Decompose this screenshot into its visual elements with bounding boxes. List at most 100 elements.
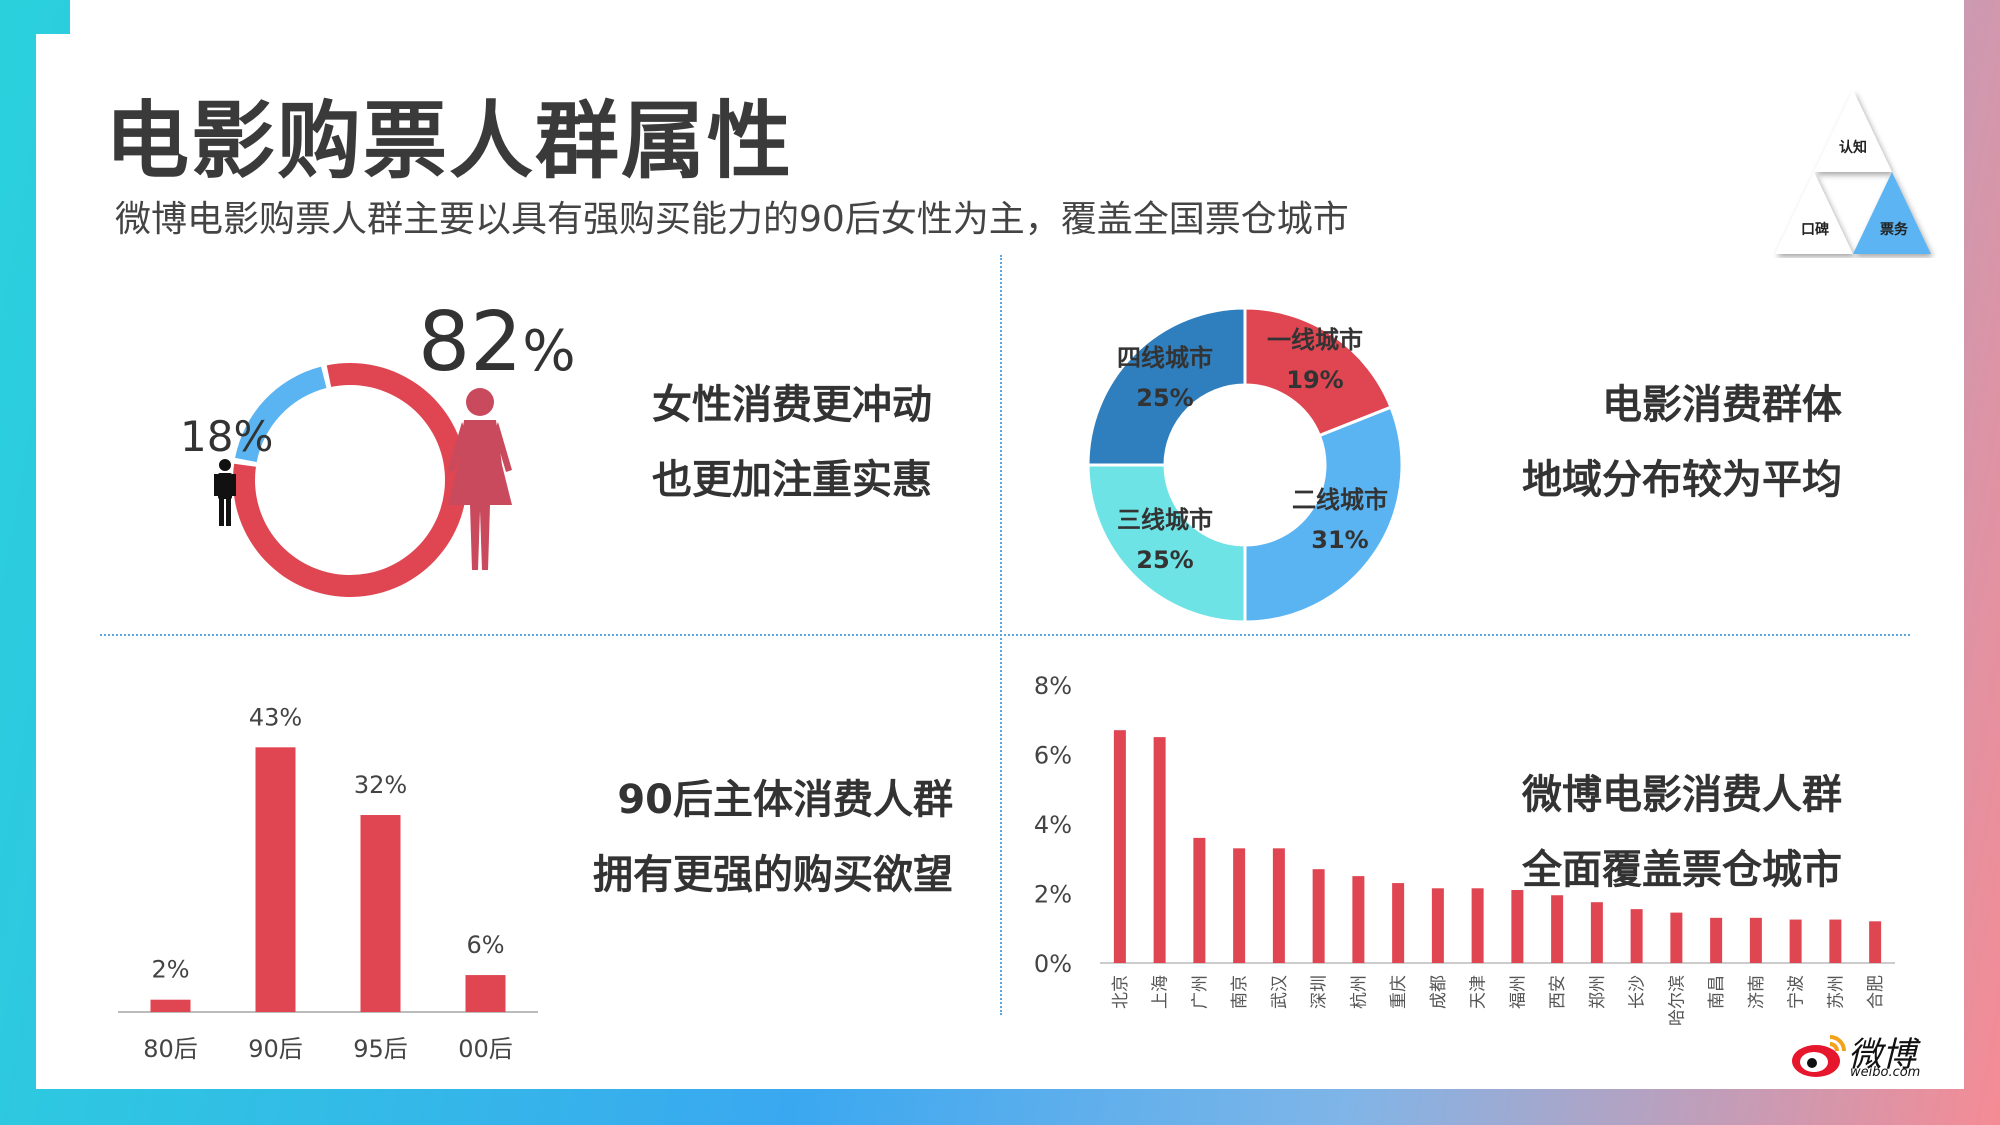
city-bar-9	[1431, 888, 1444, 963]
male-percent: 18%	[180, 412, 273, 461]
age-bar-label-4: 6%	[466, 931, 504, 959]
female-percent: 82%	[418, 295, 576, 390]
age-bar-label-1: 2%	[151, 956, 189, 984]
weibo-logo-url: weibo.com	[1850, 1065, 1921, 1080]
gender-ring-chart: 82% 18%	[180, 295, 576, 597]
city-ytick-0: 0%	[1034, 950, 1072, 978]
age-note-line2: 拥有更强的购买欲望	[593, 852, 953, 898]
city-bar-1	[1113, 730, 1126, 963]
city-bar-11	[1511, 890, 1524, 963]
city-bar-6	[1312, 869, 1325, 963]
nav-label-top: 认知	[1839, 139, 1867, 156]
city-ytick-2: 4%	[1034, 811, 1072, 839]
gender-note-line1: 女性消费更冲动	[652, 382, 932, 428]
city-bar-3	[1193, 837, 1206, 963]
city-category-6: 深圳	[1310, 975, 1330, 1009]
tier-slice-3	[1086, 463, 1247, 624]
city-ytick-1: 2%	[1034, 881, 1072, 909]
city-tier-donut: 一线城市 19% 二线城市 31% 三线城市 25% 四线城市 25%	[1086, 306, 1404, 624]
city-bar-7	[1352, 876, 1365, 963]
city-category-19: 苏州	[1826, 975, 1846, 1009]
nav-tri-top[interactable]	[1814, 90, 1892, 172]
city-ytick-4: 8%	[1034, 672, 1072, 700]
tier-label-value-4: 25%	[1136, 384, 1193, 412]
nav-tri-left[interactable]	[1775, 172, 1853, 254]
nav-label-right: 票务	[1880, 221, 1909, 238]
city-category-11: 福州	[1508, 975, 1528, 1009]
female-percent-unit: %	[522, 319, 575, 384]
city-bar-17	[1749, 917, 1762, 963]
nav-tri-right[interactable]	[1853, 172, 1931, 254]
weibo-logo: 微博 weibo.com	[1790, 1027, 1940, 1081]
age-bar-label-3: 32%	[354, 771, 407, 799]
age-bar-chart: 2% 80后 43% 90后 32% 95后 6% 00后	[118, 703, 538, 1063]
slide-top-strip	[70, 0, 1964, 34]
city-bar-15	[1670, 912, 1683, 963]
age-note-line1: 90后主体消费人群	[617, 777, 953, 823]
age-bar-4	[465, 975, 506, 1012]
city-category-12: 西安	[1548, 975, 1568, 1009]
tier-label-value-2: 31%	[1311, 526, 1368, 554]
city-category-14: 长沙	[1628, 975, 1648, 1009]
city-bar-20	[1869, 921, 1882, 963]
city-category-15: 哈尔滨	[1667, 975, 1687, 1026]
divider-horizontal	[100, 634, 1910, 636]
city-bar-5	[1272, 848, 1285, 963]
city-bar-2	[1153, 737, 1166, 963]
female-icon	[448, 388, 512, 570]
tier-label-name-4: 四线城市	[1117, 344, 1213, 372]
age-bar-label-2: 43%	[249, 703, 302, 731]
tier-slice-2	[1243, 405, 1404, 624]
city-category-1: 北京	[1111, 975, 1131, 1009]
city-category-2: 上海	[1151, 975, 1171, 1009]
city-note-line2: 全面覆盖票仓城市	[1522, 847, 1842, 893]
weibo-eye-icon	[1792, 1035, 1846, 1077]
age-category-4: 00后	[458, 1035, 513, 1063]
city-bar-18	[1789, 919, 1802, 963]
tier-note-line1: 电影消费群体	[1602, 382, 1842, 428]
age-category-3: 95后	[353, 1035, 408, 1063]
tier-label-name-1: 一线城市	[1267, 326, 1363, 354]
city-category-3: 广州	[1190, 975, 1210, 1009]
city-bar-8	[1392, 883, 1405, 963]
city-bar-13	[1590, 902, 1603, 963]
age-bar-2	[255, 747, 296, 1012]
city-category-13: 郑州	[1588, 975, 1608, 1009]
tier-label-value-1: 19%	[1286, 366, 1343, 394]
tier-note-line2: 地域分布较为平均	[1522, 457, 1842, 503]
city-tier-labels: 一线城市 19% 二线城市 31% 三线城市 25% 四线城市 25%	[1117, 326, 1388, 574]
city-bar-12	[1551, 895, 1564, 963]
nav-triangle: 认知 口碑 票务	[1775, 90, 1931, 254]
city-category-20: 合肥	[1866, 975, 1886, 1009]
age-category-2: 90后	[248, 1035, 303, 1063]
weibo-logo-text: 微博	[1848, 1035, 1916, 1075]
city-category-18: 宁波	[1787, 975, 1807, 1009]
age-category-1: 80后	[143, 1035, 198, 1063]
page-title: 电影购票人群属性	[105, 92, 794, 190]
city-bar-19	[1829, 919, 1842, 963]
city-category-4: 南京	[1230, 975, 1250, 1009]
city-bar-14	[1630, 909, 1643, 963]
city-bar-4	[1233, 848, 1246, 963]
city-category-10: 天津	[1469, 975, 1489, 1009]
age-bar-3	[360, 815, 401, 1012]
gender-ring	[233, 363, 468, 597]
tier-slice-1	[1243, 306, 1393, 438]
city-category-9: 成都	[1429, 975, 1449, 1009]
female-percent-value: 82	[418, 295, 522, 390]
city-ytick-3: 6%	[1034, 742, 1072, 770]
city-category-17: 济南	[1747, 975, 1767, 1009]
male-icon	[214, 459, 236, 526]
gender-note-line2: 也更加注重实惠	[652, 457, 932, 503]
city-category-8: 重庆	[1389, 975, 1409, 1009]
city-tier-ring	[1086, 306, 1404, 624]
tier-label-name-3: 三线城市	[1117, 506, 1213, 534]
city-bar-chart: 0% 2% 4% 6% 8% 北京 上海 广州 南京 武汉 深圳 杭州 重庆 成都 天津 福州 西安 郑州 长沙 哈尔…	[1034, 672, 1895, 1026]
gender-slice-male	[235, 366, 327, 463]
city-bar-16	[1710, 917, 1723, 963]
tier-label-name-2: 二线城市	[1292, 486, 1388, 514]
nav-label-left: 口碑	[1801, 221, 1829, 238]
tier-label-value-3: 25%	[1136, 546, 1193, 574]
city-bar-10	[1471, 888, 1484, 963]
page-subtitle: 微博电影购票人群主要以具有强购买能力的90后女性为主，覆盖全国票仓城市	[115, 199, 1349, 240]
